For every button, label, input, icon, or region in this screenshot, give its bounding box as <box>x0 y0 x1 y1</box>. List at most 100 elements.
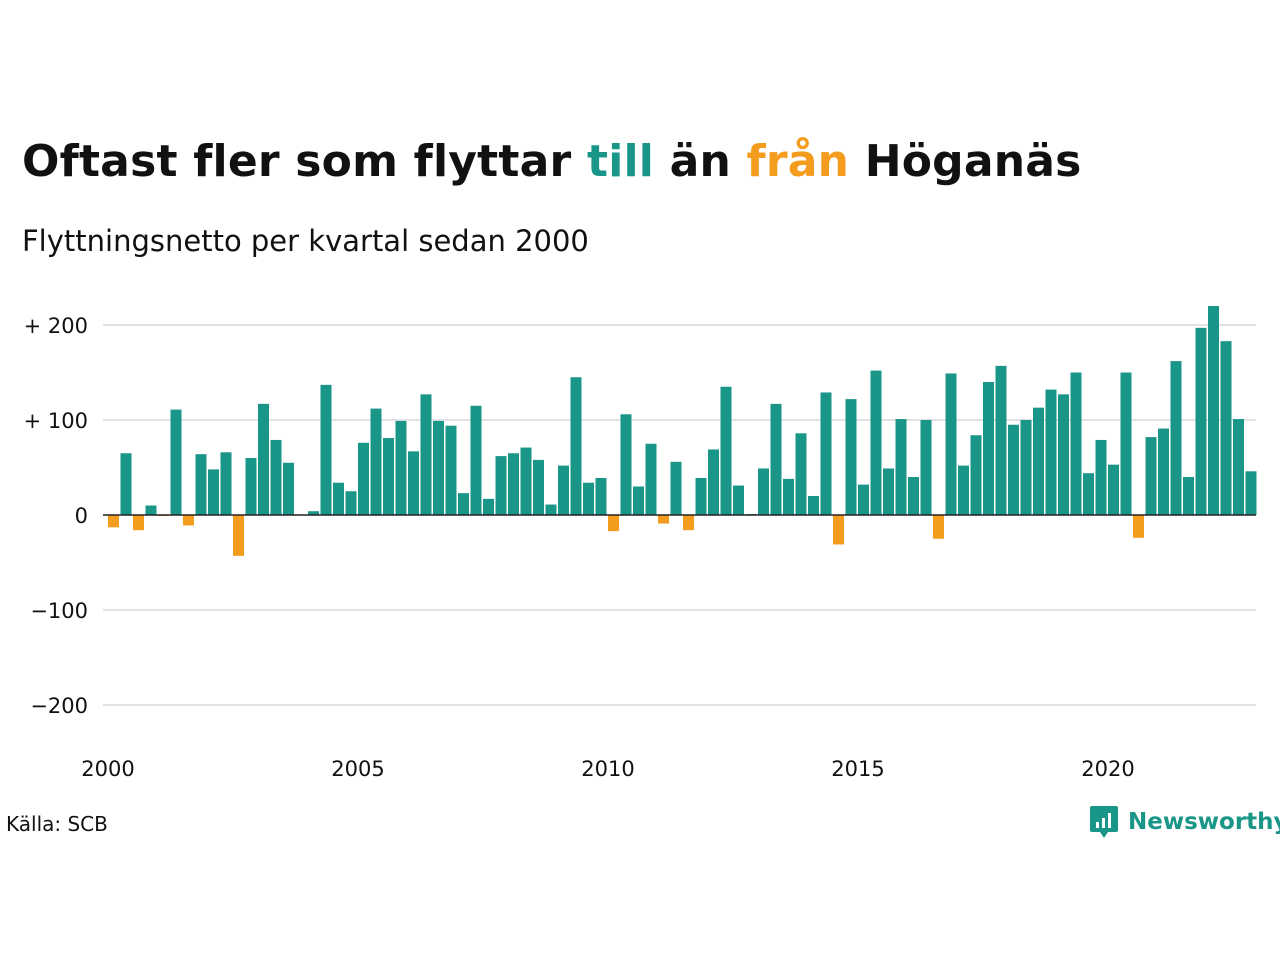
bar <box>1245 471 1257 515</box>
bar <box>345 491 357 515</box>
bars <box>108 306 1257 556</box>
bar <box>120 453 132 515</box>
bar <box>1233 419 1244 515</box>
bar <box>220 452 232 515</box>
bar <box>358 442 369 515</box>
title-part-2: än <box>654 136 747 187</box>
y-tick-label: −100 <box>30 599 88 623</box>
bar <box>370 408 382 515</box>
bar <box>908 477 919 515</box>
bar <box>1158 428 1169 515</box>
bar-chart: + 200 + 100 0 −100 −200 2000 2005 2010 2015 2020 <box>24 306 1257 781</box>
bar <box>683 515 694 531</box>
bar <box>933 515 944 539</box>
bar <box>708 449 719 515</box>
bar <box>845 399 857 515</box>
bar <box>233 515 244 556</box>
title-highlight-in: till <box>586 136 655 187</box>
bar <box>1170 361 1182 515</box>
bar <box>1145 437 1157 515</box>
y-tick-label: + 200 <box>24 314 88 338</box>
bar <box>920 420 932 515</box>
bar <box>633 486 644 515</box>
bar <box>483 498 494 515</box>
y-tick-label: + 100 <box>24 409 88 433</box>
bar <box>520 447 532 515</box>
bar <box>320 384 332 515</box>
bar <box>395 420 407 515</box>
x-tick-label: 2000 <box>81 757 134 781</box>
bar <box>808 496 819 515</box>
bar <box>770 403 782 515</box>
bar <box>533 459 544 515</box>
bar <box>995 365 1007 515</box>
bar <box>645 443 657 515</box>
bar <box>333 482 344 515</box>
x-tick-label: 2010 <box>581 757 634 781</box>
bar <box>133 515 144 531</box>
source-note: Källa: SCB <box>6 812 108 836</box>
bar <box>420 394 432 515</box>
bar <box>1120 372 1132 515</box>
bar <box>858 484 869 515</box>
bar <box>1108 464 1119 515</box>
bar <box>208 469 219 515</box>
bar <box>308 511 319 515</box>
bar <box>495 456 507 515</box>
newsworthy-chart-icon <box>1090 806 1118 838</box>
newsworthy-logo[interactable]: Newsworthy <box>1088 804 1280 840</box>
bar <box>833 515 844 545</box>
bar <box>558 465 569 515</box>
title-part-3: Höganäs <box>849 136 1082 187</box>
bar <box>195 454 207 515</box>
bar <box>958 465 969 515</box>
bar <box>795 433 807 515</box>
bar <box>1133 515 1144 538</box>
chart-title: Oftast fler som flyttar till än från Hög… <box>22 136 1082 187</box>
bar <box>783 478 794 515</box>
y-tick-label: −200 <box>30 694 88 718</box>
bar <box>1195 327 1207 515</box>
bar <box>545 504 557 515</box>
bar <box>608 515 619 532</box>
y-tick-label: 0 <box>75 504 88 528</box>
bar <box>383 438 394 515</box>
bar <box>670 461 682 515</box>
bar <box>945 373 957 515</box>
bar <box>1008 424 1019 515</box>
x-axis-labels: 2000 2005 2010 2015 2020 <box>81 757 1134 781</box>
bar <box>245 458 257 515</box>
bar <box>733 485 744 515</box>
bar <box>883 468 894 515</box>
bar <box>1058 394 1069 515</box>
x-tick-label: 2015 <box>831 757 884 781</box>
bar <box>583 482 594 515</box>
bar <box>1045 389 1057 515</box>
bar <box>458 493 469 515</box>
bar <box>1183 477 1194 515</box>
bar <box>870 370 882 515</box>
bar <box>1220 341 1232 515</box>
bar <box>1070 372 1082 515</box>
bar <box>758 468 769 515</box>
bar <box>508 453 519 515</box>
bar <box>1208 306 1219 515</box>
bar <box>1020 420 1032 515</box>
bar <box>258 403 269 515</box>
bar <box>108 515 119 528</box>
bar <box>433 420 444 515</box>
bar <box>620 414 632 515</box>
bar <box>595 477 607 515</box>
title-highlight-out: från <box>746 136 850 187</box>
logo-text: Newsworthy <box>1128 809 1280 835</box>
bar <box>895 419 907 515</box>
bar <box>695 477 707 515</box>
x-tick-label: 2020 <box>1081 757 1134 781</box>
title-part-1: Oftast fler som flyttar <box>22 136 587 187</box>
bar <box>970 435 982 515</box>
bar <box>470 405 482 515</box>
bar <box>408 451 419 515</box>
x-tick-label: 2005 <box>331 757 384 781</box>
bar <box>170 409 182 515</box>
bar <box>270 439 282 515</box>
